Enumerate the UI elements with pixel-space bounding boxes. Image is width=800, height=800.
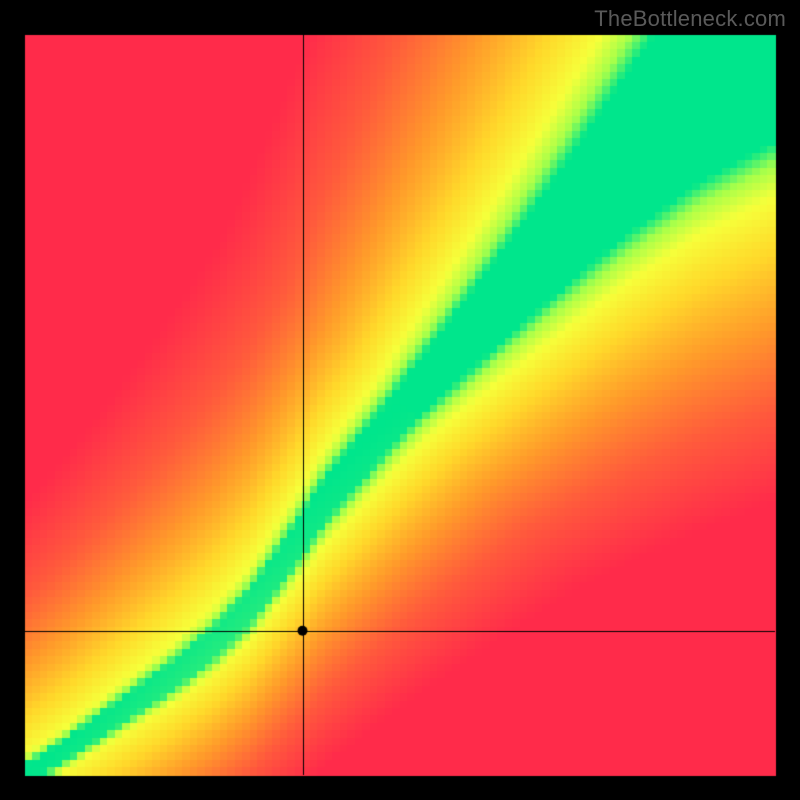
bottleneck-heatmap-canvas — [0, 0, 800, 800]
chart-container: TheBottleneck.com — [0, 0, 800, 800]
watermark-text: TheBottleneck.com — [594, 6, 786, 32]
